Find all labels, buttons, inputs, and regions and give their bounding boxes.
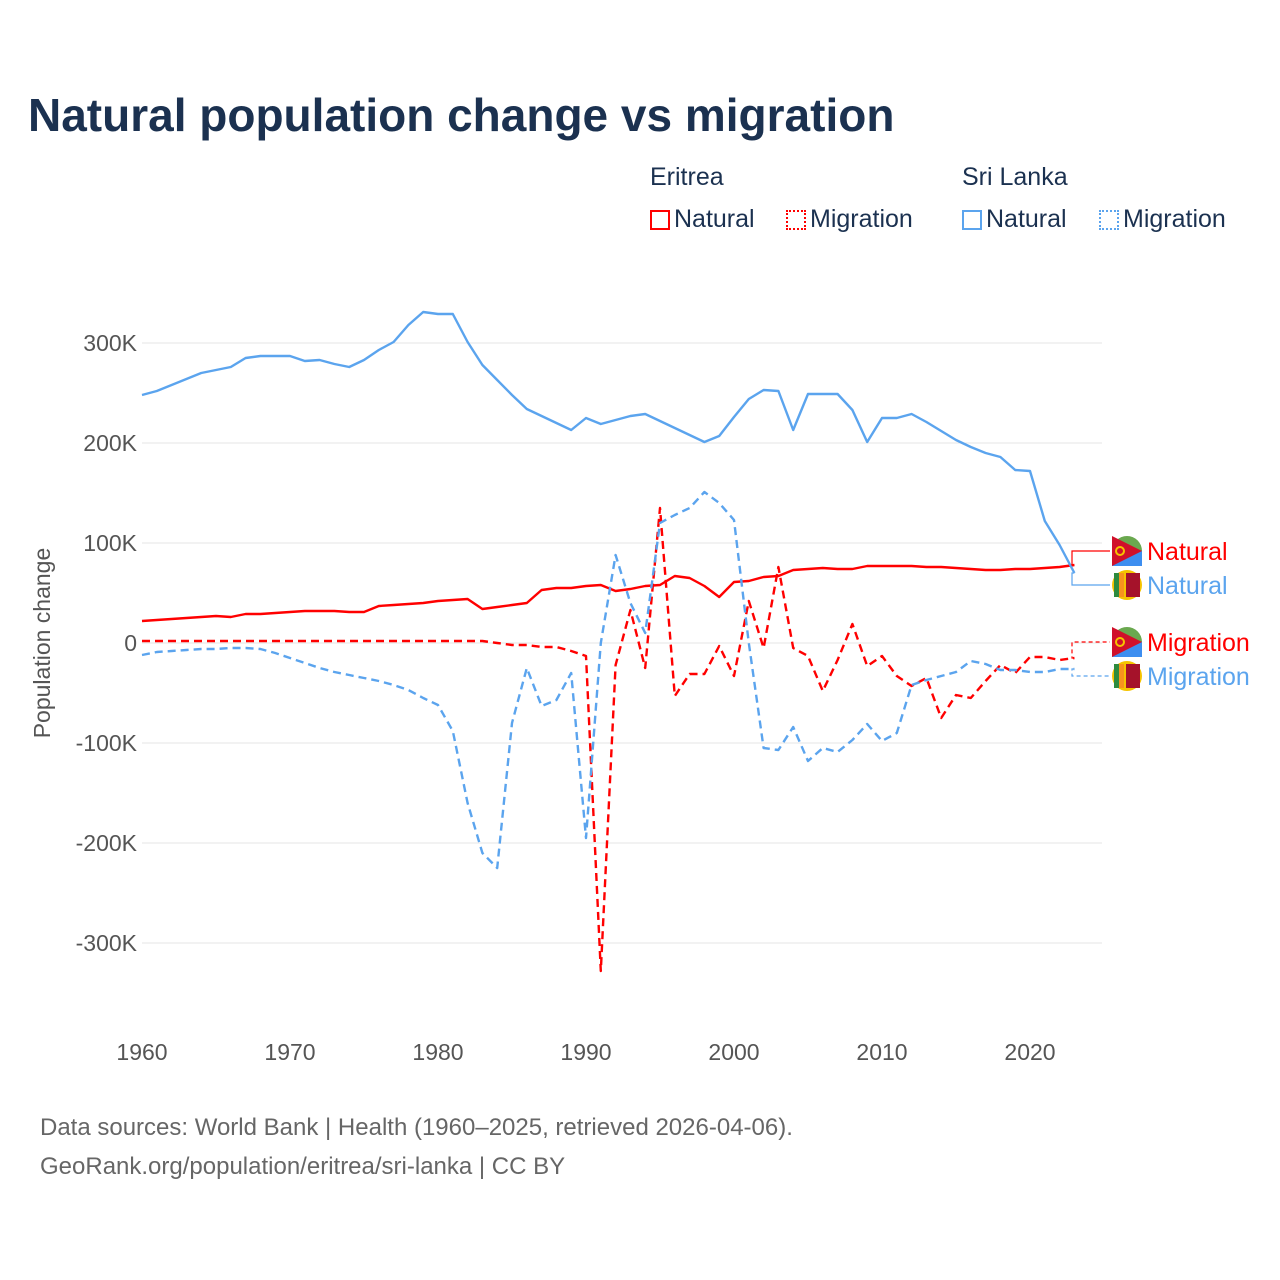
flag-part <box>1112 627 1142 657</box>
chart-title: Natural population change vs migration <box>28 89 895 141</box>
source-link[interactable]: GeoRank.org/population/eritrea/sri-lanka… <box>40 1153 566 1180</box>
swatch-solid-icon <box>962 210 982 230</box>
flag-part <box>1126 664 1140 688</box>
y-tick-label: -100K <box>76 730 138 756</box>
flag-part <box>1115 637 1125 647</box>
legend-eritrea-migration[interactable]: Migration <box>786 205 913 234</box>
y-tick-label: 0 <box>124 630 137 656</box>
y-tick-label: 100K <box>83 530 137 556</box>
flag-part <box>1112 536 1142 566</box>
y-tick-label: -200K <box>76 830 138 856</box>
swatch-solid-icon <box>650 210 670 230</box>
series-end-label: Migration <box>1147 629 1250 657</box>
flag-part <box>1114 573 1119 597</box>
legend-group-sri-lanka: Sri Lanka <box>962 163 1068 191</box>
y-tick-label: 200K <box>83 430 137 456</box>
flag-part <box>1114 664 1119 688</box>
sri-lanka-flag-icon <box>1112 661 1142 691</box>
label-connector <box>1071 550 1110 566</box>
x-tick-label: 1970 <box>264 1039 315 1065</box>
legend-label: Migration <box>1123 205 1226 233</box>
source-note: Data sources: World Bank | Health (1960–… <box>40 1108 793 1186</box>
flag-part <box>1115 546 1125 556</box>
series-line-sri-lanka-natural <box>141 310 1076 574</box>
x-tick-label: 2020 <box>1004 1039 1055 1065</box>
legend-group-eritrea: Eritrea <box>650 163 724 191</box>
flag-part <box>1126 573 1140 597</box>
x-tick-label: 1960 <box>116 1039 167 1065</box>
label-connector <box>1071 572 1110 586</box>
legend-srilanka-natural[interactable]: Natural <box>962 205 1067 234</box>
source-line: Data sources: World Bank | Health (1960–… <box>40 1114 793 1141</box>
series-end-label: Natural <box>1147 572 1228 600</box>
flag-part <box>1119 664 1124 688</box>
x-tick-label: 2000 <box>708 1039 759 1065</box>
x-tick-label: 2010 <box>856 1039 907 1065</box>
swatch-dotted-icon <box>786 210 806 230</box>
series-end-label: Natural <box>1147 538 1228 566</box>
y-axis-label: Population change <box>29 548 55 739</box>
eritrea-flag-icon <box>1112 536 1142 566</box>
x-tick-label: 1980 <box>412 1039 463 1065</box>
x-tick-label: 1990 <box>560 1039 611 1065</box>
series-line-eritrea-natural <box>141 563 1075 623</box>
label-connector <box>1071 641 1110 659</box>
y-tick-label: -300K <box>76 930 138 956</box>
legend-label: Natural <box>986 205 1067 233</box>
eritrea-flag-icon <box>1112 627 1142 657</box>
label-connector <box>1071 668 1110 677</box>
series-line-sri-lanka-migration <box>141 490 1075 870</box>
legend-srilanka-migration[interactable]: Migration <box>1099 205 1226 234</box>
swatch-dotted-icon <box>1099 210 1119 230</box>
flag-part <box>1119 573 1124 597</box>
y-tick-label: 300K <box>83 330 137 356</box>
series-end-label: Migration <box>1147 663 1250 691</box>
sri-lanka-flag-icon <box>1112 570 1142 600</box>
legend-eritrea-natural[interactable]: Natural <box>650 205 755 234</box>
chart-area: Population change 300K 200K 100K 0 -100K -200… <box>29 310 1250 1065</box>
series-line-eritrea-migration <box>142 506 1075 973</box>
legend-label: Migration <box>810 205 913 233</box>
legend-label: Natural <box>674 205 755 233</box>
